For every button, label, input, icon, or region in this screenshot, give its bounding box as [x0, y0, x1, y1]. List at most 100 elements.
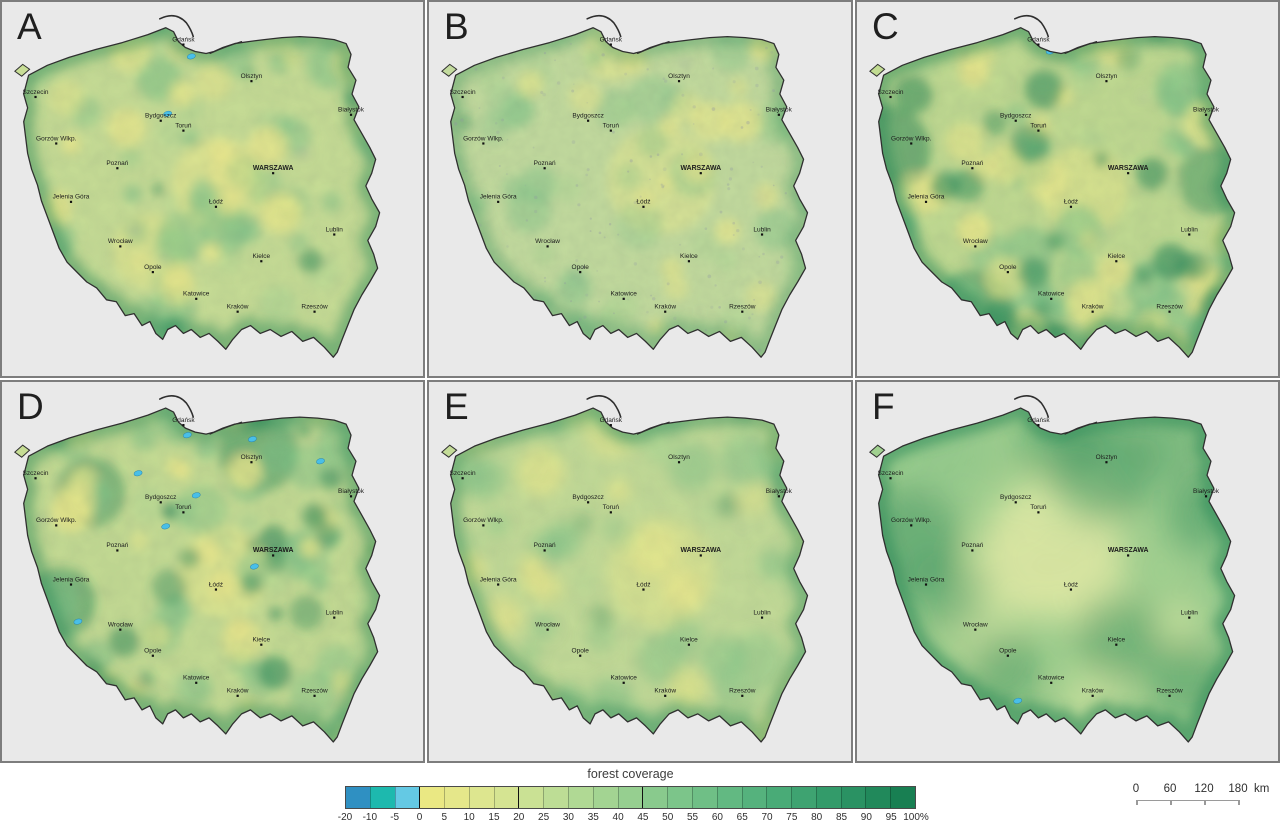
lake	[133, 470, 143, 477]
legend-cell	[840, 787, 866, 808]
city-marker	[1037, 129, 1040, 132]
city-marker	[587, 119, 590, 122]
city-label: Lublin	[1181, 226, 1199, 233]
city-marker	[543, 167, 546, 170]
forest-coverage-legend: forest coverage -20 -10 -5 0 5 10 15 20 25 30 35 40…	[338, 767, 929, 826]
city-label: Wrocław	[963, 621, 988, 628]
city-marker	[260, 260, 263, 263]
coastal-island	[14, 63, 31, 77]
scale-bar: 0 60 120 180 km	[1128, 783, 1278, 813]
city-marker	[1014, 501, 1017, 504]
legend-cell	[890, 787, 915, 808]
legend-tick-label: 50	[662, 812, 674, 823]
city-label: Katowice	[1038, 291, 1065, 298]
scale-bar-tick	[1170, 800, 1172, 805]
city-label: Poznań	[961, 542, 983, 549]
legend-tick-label: 20	[513, 812, 525, 823]
city-marker	[1115, 643, 1118, 646]
city-label: Opole	[999, 647, 1017, 654]
legend-tick-label: 45	[637, 812, 649, 823]
legend-tick-label: 10	[463, 812, 475, 823]
city-marker	[349, 495, 353, 498]
city-label: Szczecin	[450, 89, 476, 96]
city-label: Gdańsk	[600, 417, 623, 424]
city-label: Toruń	[603, 122, 620, 129]
city-marker	[214, 205, 218, 208]
city-marker	[313, 694, 316, 697]
scale-bar-label: 120	[1194, 783, 1214, 795]
city-label: Jelenia Góra	[908, 576, 945, 583]
city-label: Bydgoszcz	[1000, 113, 1031, 120]
city-marker	[687, 643, 691, 646]
city-label: Rzeszów	[729, 688, 756, 695]
city-label: Kraków	[227, 688, 249, 695]
city-marker	[1069, 588, 1073, 591]
city-label: Olsztyn	[241, 73, 263, 80]
city-marker	[609, 424, 612, 427]
city-label: Łódź	[636, 199, 650, 206]
legend-cell	[691, 787, 717, 808]
lake	[250, 563, 259, 570]
city-marker	[1204, 113, 1208, 116]
legend-tick-label: -10	[362, 812, 378, 823]
city-label: Kraków	[654, 688, 676, 695]
city-label: Bydgoszcz	[145, 113, 176, 120]
hel-peninsula	[586, 395, 622, 418]
city-marker	[777, 113, 780, 116]
map-panel-d: Gdańsk Szczecin Olsztyn Bydgoszcz Toruń Biały…	[0, 380, 425, 763]
city-marker	[910, 524, 913, 527]
city-label: Gorzów Wlkp.	[891, 135, 932, 142]
city-marker	[272, 172, 275, 175]
vistula-spit	[636, 421, 670, 435]
city-marker	[579, 271, 582, 274]
city-marker	[151, 654, 154, 657]
city-label: Poznań	[534, 542, 556, 549]
city-marker	[677, 80, 681, 83]
poland-map-e: Gdańsk Szczecin Olsztyn Bydgoszcz Toruń Biały…	[441, 395, 809, 743]
city-marker	[195, 297, 198, 300]
city-label: Białystok	[338, 107, 365, 114]
city-label: Olsztyn	[668, 73, 690, 80]
panel-letter-c: C	[872, 6, 899, 47]
city-label: Bydgoszcz	[572, 113, 603, 120]
city-marker	[664, 310, 667, 313]
hel-peninsula	[1013, 14, 1050, 38]
city-marker	[760, 616, 764, 619]
city-label: Rzeszów	[1156, 688, 1183, 695]
city-label: WARSZAWA	[1108, 547, 1149, 554]
poland-outline	[878, 27, 1236, 358]
map-panel-a: Gdańsk Szczecin Olsztyn Bydgoszcz Toruń Biały…	[0, 0, 425, 378]
city-marker	[119, 245, 122, 248]
city-label: Szczecin	[23, 470, 49, 477]
city-label: Lublin	[1181, 609, 1199, 616]
scale-bar-unit: km	[1254, 783, 1270, 795]
hel-peninsula	[1013, 395, 1050, 418]
city-label: Opole	[999, 264, 1017, 271]
city-marker	[609, 129, 612, 132]
city-marker	[260, 643, 263, 646]
city-marker	[971, 549, 974, 552]
city-marker	[622, 681, 625, 684]
scale-bar-label: 0	[1132, 783, 1140, 795]
legend-tick-label: -20	[337, 812, 353, 823]
city-marker	[69, 200, 73, 203]
city-label: Gorzów Wlkp.	[463, 517, 504, 524]
scale-bar-tick	[1238, 800, 1240, 805]
city-marker	[543, 549, 546, 552]
legend-tick-label: 65	[736, 812, 748, 823]
scale-bar-label: 180	[1228, 783, 1248, 795]
city-marker	[741, 694, 744, 697]
legend-cell	[568, 787, 593, 808]
legend-cell	[419, 787, 445, 808]
hel-peninsula	[158, 395, 195, 418]
legend-cell	[716, 787, 742, 808]
coastal-island	[869, 63, 886, 77]
city-marker	[236, 310, 239, 313]
city-marker	[974, 628, 977, 631]
city-label: Białystok	[1193, 107, 1220, 114]
coastal-island	[869, 444, 886, 458]
city-label: Bydgoszcz	[1000, 494, 1031, 501]
city-label: Kielce	[252, 636, 270, 643]
city-label: Gorzów Wlkp.	[463, 135, 504, 142]
